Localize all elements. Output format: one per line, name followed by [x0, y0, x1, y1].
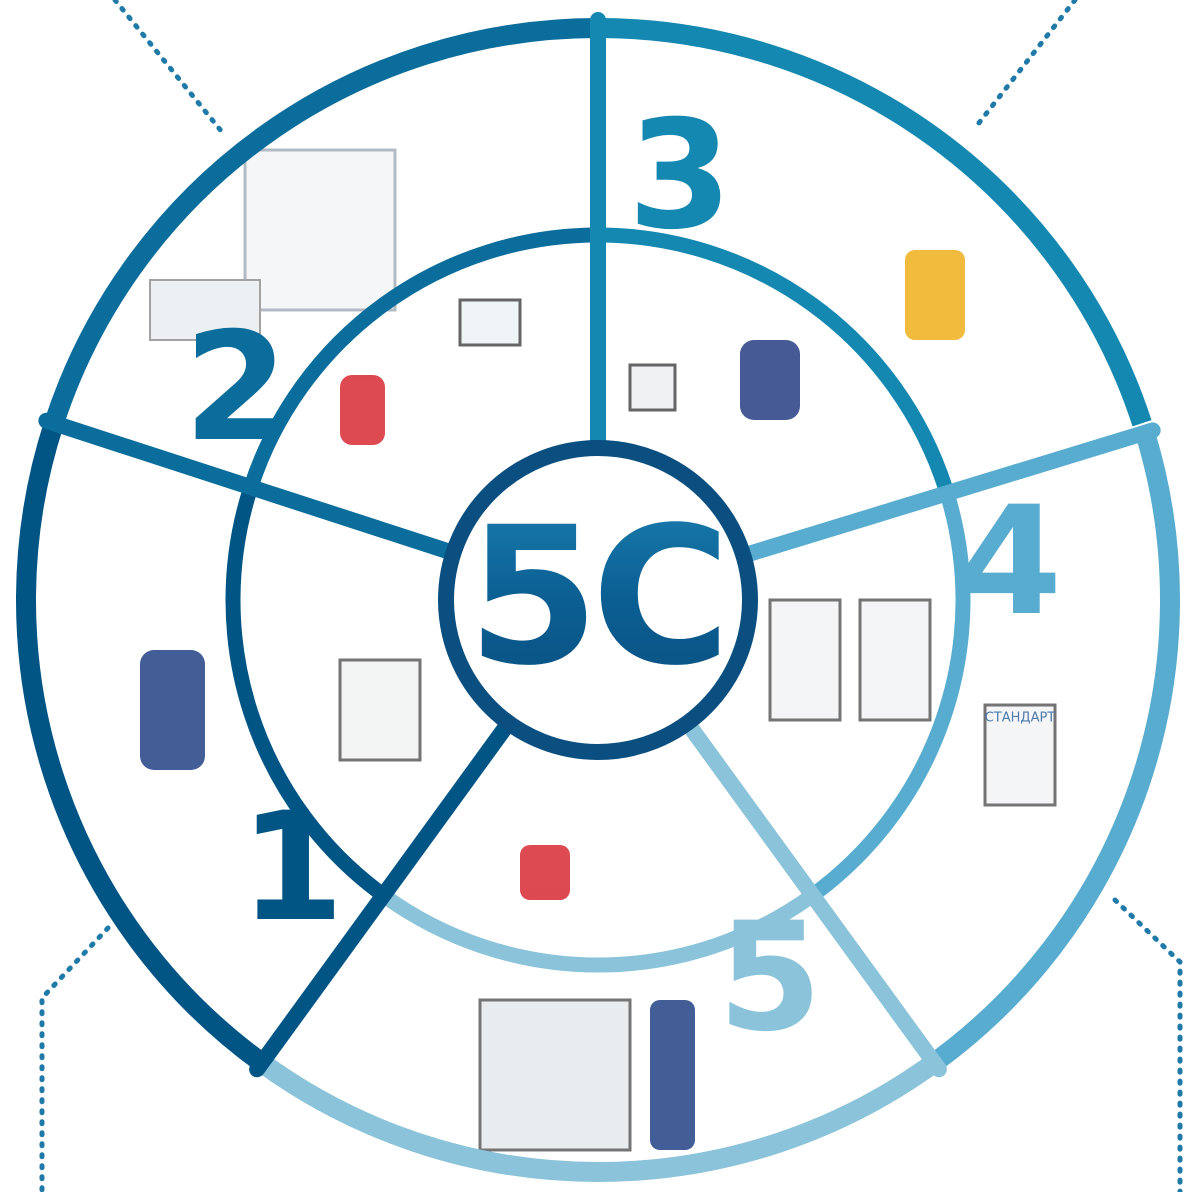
divider: [679, 714, 947, 1078]
worker: [140, 650, 205, 770]
inner-arc: [243, 227, 599, 490]
desk: [338, 658, 422, 762]
divider: [735, 422, 1161, 564]
inner-arc: [597, 227, 953, 490]
connector: [972, 0, 1078, 131]
outer-arc: [255, 1054, 941, 1182]
connectors: [39, 0, 1183, 1192]
segment-number: 3: [628, 89, 732, 263]
tool-board: [243, 148, 397, 312]
segment-number: 2: [184, 301, 288, 475]
cabinet: [149, 279, 261, 341]
sign-text: СТАНДАРТ: [985, 711, 1056, 726]
standard-sign: [983, 703, 1057, 807]
inner-arc: [379, 889, 817, 973]
outer-arc: [44, 18, 599, 427]
connector: [112, 0, 225, 135]
rings: [16, 12, 1180, 1182]
segment-number: 1: [240, 781, 344, 955]
board: [768, 598, 842, 722]
center-circle: [438, 440, 758, 760]
worker: [650, 1000, 695, 1150]
outer-arc: [16, 420, 268, 1071]
chair: [520, 845, 570, 900]
segment-number: 5: [718, 891, 822, 1065]
segment-numbers: 1 2 3 4 5: [184, 89, 1062, 1065]
inner-arc: [225, 484, 388, 902]
monitor: [458, 298, 522, 347]
board: [858, 598, 932, 722]
monitor: [628, 363, 677, 412]
divider: [38, 412, 462, 562]
segment-number: 4: [958, 475, 1062, 649]
chair: [340, 375, 385, 445]
illustrations: СТАНДАРТ: [140, 148, 1057, 1152]
center-label: 5C: [467, 486, 723, 707]
connector: [1112, 897, 1183, 1192]
divider: [249, 714, 517, 1078]
broom: [905, 250, 965, 340]
outer-arc: [920, 429, 1180, 1077]
connector: [39, 925, 111, 1192]
machine: [478, 998, 632, 1152]
person: [740, 340, 800, 420]
inner-arc: [803, 491, 971, 906]
outer-arc: [597, 18, 1152, 427]
